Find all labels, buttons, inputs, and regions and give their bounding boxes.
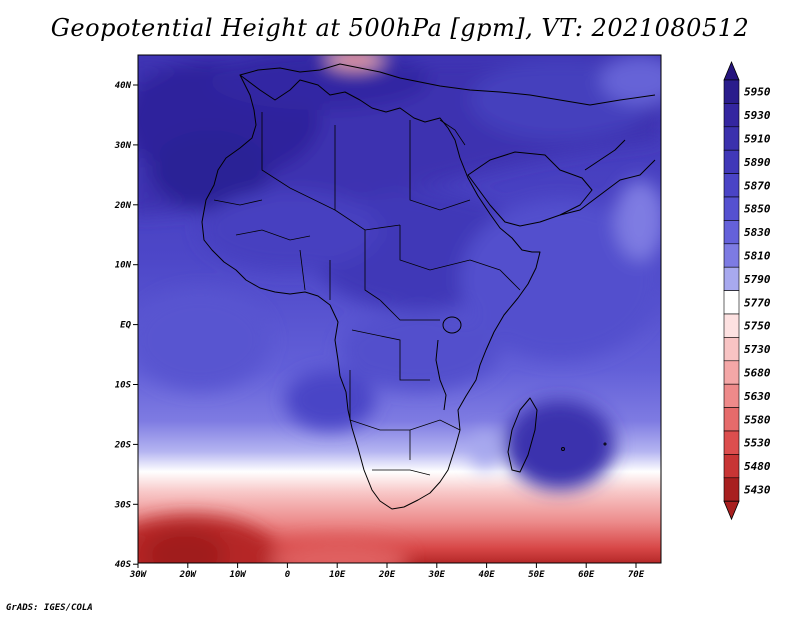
colorbar-bottom-arrow — [723, 500, 740, 521]
colorbar-swatch — [723, 149, 740, 174]
latitude-axis: 40N 30N 20N 10N EQ 10S 20S 30S 40S — [114, 81, 138, 570]
colorbar-label: 5680 — [744, 367, 771, 380]
colorbar-swatch — [723, 79, 740, 104]
colorbar-swatch — [723, 266, 740, 291]
colorbar-label: 5580 — [744, 413, 771, 426]
colorbar-swatch — [723, 337, 740, 362]
map-field — [138, 55, 661, 563]
colorbar-swatch — [723, 313, 740, 338]
colorbar-label: 5910 — [744, 133, 771, 146]
colorbar-label: 5830 — [744, 226, 771, 239]
lon-tick-label: 30W — [129, 570, 148, 580]
map-title: Geopotential Height at 500hPa [gpm], VT:… — [50, 14, 750, 42]
colorbar-swatch — [723, 407, 740, 432]
colorbar-label: 5930 — [744, 109, 771, 122]
lon-tick-label: 60E — [578, 570, 595, 580]
colorbar-swatch — [723, 220, 740, 245]
colorbar-label: 5630 — [744, 390, 771, 403]
lat-tick-label: 40N — [115, 81, 132, 91]
coastlines — [201, 63, 656, 510]
lon-tick-label: 50E — [528, 570, 545, 580]
colorbar-label: 5850 — [744, 203, 771, 216]
colorbar-swatch — [723, 126, 740, 151]
colorbar-swatch — [723, 430, 740, 455]
lon-tick-label: 10E — [329, 570, 346, 580]
colorbar-swatch — [723, 454, 740, 479]
lon-tick-label: 0 — [285, 570, 291, 580]
lat-tick-label: 10S — [115, 381, 132, 391]
colorbar-label: 5810 — [744, 250, 771, 263]
lat-tick-label: 20N — [114, 201, 132, 211]
colorbar-label: 5950 — [744, 86, 771, 99]
colorbar-label: 5480 — [744, 460, 771, 473]
colorbar: 5950 5930 5910 5890 5870 5850 5830 5810 5790 5770… — [723, 60, 771, 521]
colorbar-label: 5730 — [744, 343, 771, 356]
lat-tick-label: 40S — [115, 560, 132, 570]
lat-tick-label: EQ — [120, 321, 131, 331]
lat-tick-label: 30S — [114, 500, 132, 510]
lon-tick-label: 70E — [628, 570, 645, 580]
colorbar-swatch — [723, 196, 740, 221]
colorbar-swatch — [723, 360, 740, 385]
colorbar-swatch — [723, 383, 740, 408]
colorbar-swatch — [723, 477, 740, 502]
lon-tick-label: 10W — [229, 570, 247, 580]
lon-tick-label: 40E — [478, 570, 495, 580]
lat-tick-label: 30N — [114, 141, 132, 151]
colorbar-top-arrow — [723, 60, 740, 81]
colorbar-label: 5790 — [744, 273, 771, 286]
lon-tick-label: 20E — [378, 570, 396, 580]
colorbar-swatch — [723, 103, 740, 128]
colorbar-swatch — [723, 243, 740, 268]
grads-credit: GrADS: IGES/COLA — [6, 603, 93, 613]
colorbar-swatch — [723, 290, 740, 315]
colorbar-label: 5430 — [744, 484, 771, 497]
colorbar-label: 5750 — [744, 320, 771, 333]
lat-tick-label: 20S — [114, 440, 132, 450]
colorbar-label: 5770 — [744, 296, 771, 309]
longitude-axis: 30W 20W 10W 0 10E 20E 30E 40E 50E 60E 70E — [129, 563, 645, 580]
lon-tick-label: 30E — [428, 570, 446, 580]
colorbar-label: 5890 — [744, 156, 771, 169]
lat-tick-label: 10N — [115, 261, 132, 271]
map-frame — [137, 54, 662, 564]
colorbar-label: 5530 — [744, 437, 771, 450]
colorbar-label: 5870 — [744, 179, 771, 192]
colorbar-swatch — [723, 173, 740, 198]
lon-tick-label: 20W — [179, 570, 198, 580]
country-borders — [213, 112, 521, 476]
